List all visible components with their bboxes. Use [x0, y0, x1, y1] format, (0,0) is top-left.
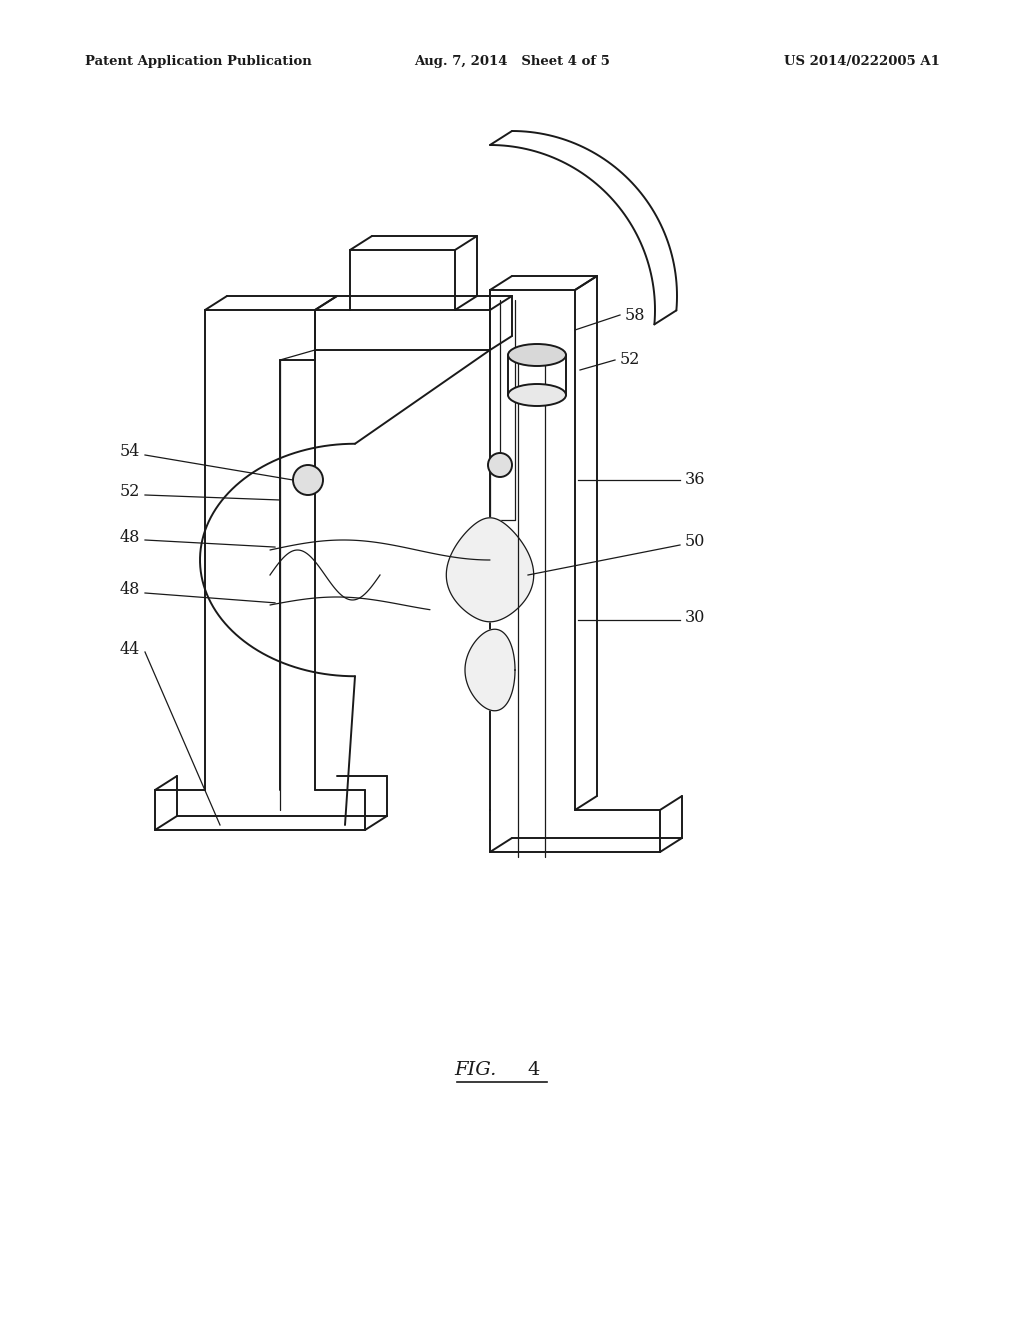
Polygon shape [446, 517, 534, 622]
Text: 36: 36 [685, 471, 706, 488]
Text: 50: 50 [685, 533, 706, 550]
Text: 52: 52 [120, 483, 140, 500]
Text: 4: 4 [527, 1061, 540, 1078]
Polygon shape [465, 630, 515, 710]
Text: 30: 30 [685, 609, 706, 626]
Text: 58: 58 [625, 306, 645, 323]
Ellipse shape [508, 345, 566, 366]
Text: 52: 52 [620, 351, 640, 368]
Text: Aug. 7, 2014   Sheet 4 of 5: Aug. 7, 2014 Sheet 4 of 5 [414, 55, 610, 69]
Circle shape [488, 453, 512, 477]
Circle shape [293, 465, 323, 495]
Text: 54: 54 [120, 444, 140, 461]
Text: FIG.: FIG. [455, 1061, 497, 1078]
Text: 44: 44 [120, 642, 140, 659]
Text: US 2014/0222005 A1: US 2014/0222005 A1 [784, 55, 940, 69]
Ellipse shape [508, 384, 566, 407]
Text: Patent Application Publication: Patent Application Publication [85, 55, 311, 69]
Text: 48: 48 [120, 582, 140, 598]
Text: 48: 48 [120, 529, 140, 546]
